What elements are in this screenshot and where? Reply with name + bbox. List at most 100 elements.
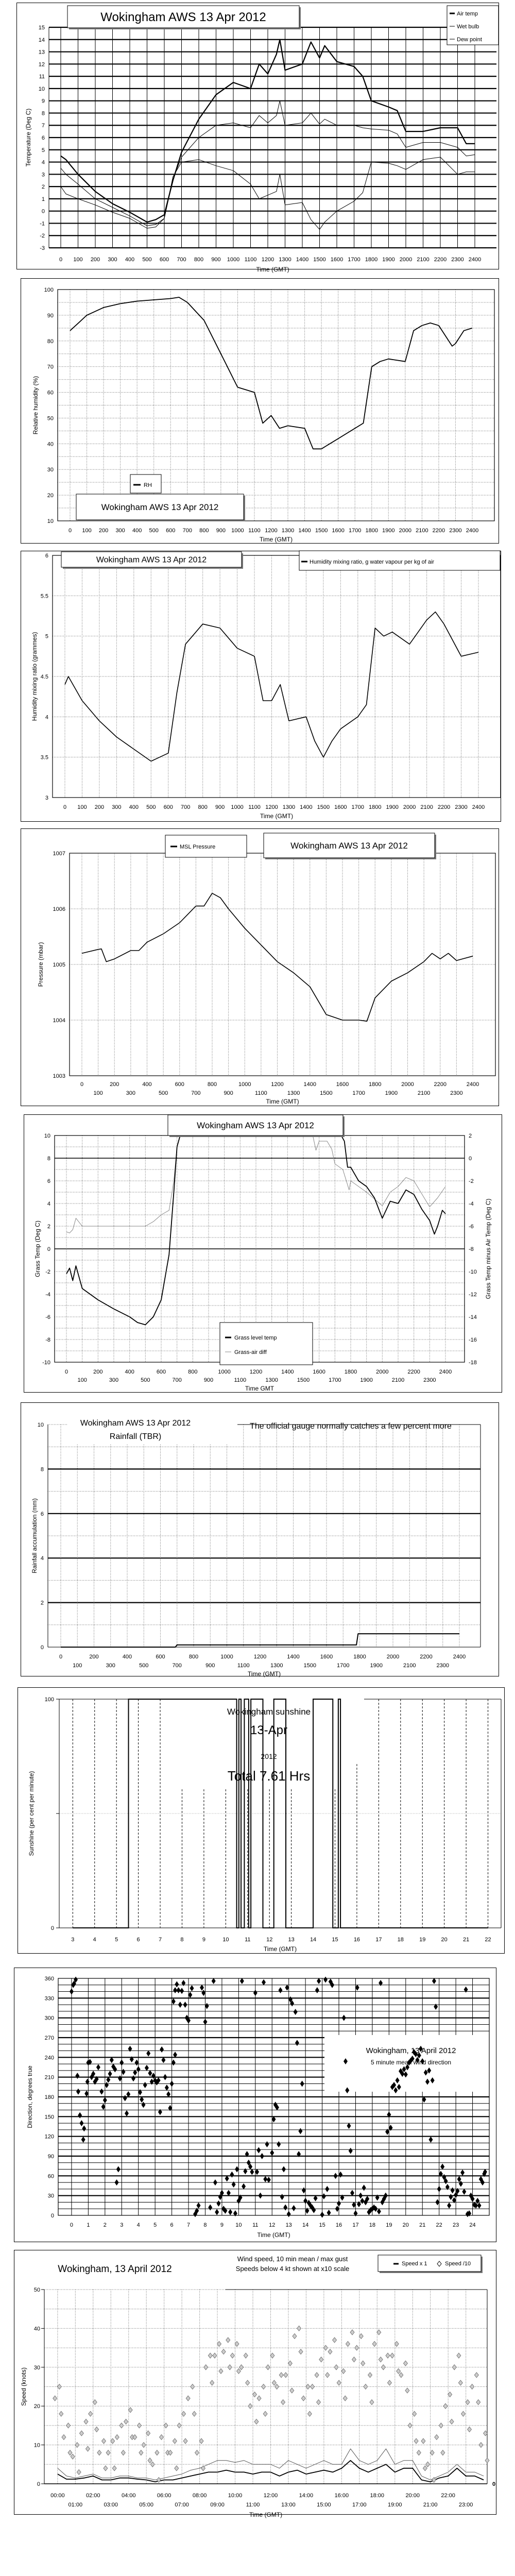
y-tick-label: 12 bbox=[39, 61, 45, 67]
x-tick-label: 16:00 bbox=[335, 2493, 349, 2499]
y-tick-label: 2 bbox=[469, 1133, 472, 1139]
data-point bbox=[403, 2360, 408, 2366]
title-backdrop bbox=[67, 1413, 237, 1444]
x-tick-label: 200 bbox=[89, 1654, 98, 1660]
data-point bbox=[472, 2201, 476, 2208]
data-point bbox=[320, 2211, 324, 2218]
x-tick-label: 09:00 bbox=[210, 2502, 225, 2508]
data-point bbox=[478, 2442, 484, 2448]
y-tick-label: 0 bbox=[47, 1246, 50, 1252]
data-point bbox=[119, 2422, 124, 2429]
x-tick-label: 15 bbox=[332, 1937, 338, 1943]
x-tick-label: 400 bbox=[142, 1081, 151, 1088]
data-point bbox=[321, 2193, 326, 2199]
y-tick-label: 4 bbox=[41, 1555, 44, 1562]
x-tick-label: 9 bbox=[202, 1937, 205, 1943]
data-point bbox=[226, 2337, 231, 2343]
data-point bbox=[61, 2434, 66, 2441]
data-point bbox=[395, 2077, 400, 2084]
data-point bbox=[458, 2380, 463, 2386]
x-tick-label: 1300 bbox=[265, 1377, 278, 1383]
data-point bbox=[234, 2341, 239, 2347]
data-point bbox=[347, 2123, 351, 2129]
y-tick-label: 20 bbox=[47, 493, 54, 499]
y-tick-label: 50 bbox=[47, 415, 54, 421]
y-tick-label: -14 bbox=[469, 1314, 477, 1320]
data-point bbox=[243, 2168, 248, 2175]
data-point bbox=[230, 2171, 234, 2178]
data-point bbox=[260, 2153, 264, 2159]
data-point bbox=[263, 2176, 268, 2182]
x-tick-label: 700 bbox=[172, 1377, 181, 1383]
chart-title: Wokingham AWS 13 Apr 2012 bbox=[101, 502, 219, 512]
y-tick-label: 13 bbox=[39, 49, 45, 56]
y-tick-label: 6 bbox=[47, 1178, 50, 1184]
data-point bbox=[124, 2418, 129, 2425]
data-point bbox=[381, 2364, 386, 2370]
x-tick-label: 24 bbox=[469, 2222, 475, 2228]
data-point bbox=[121, 2450, 126, 2456]
data-point bbox=[380, 2199, 385, 2206]
y-tick-label: 6 bbox=[45, 553, 48, 559]
data-point bbox=[131, 2075, 135, 2082]
data-point bbox=[393, 2087, 398, 2094]
data-point bbox=[303, 2197, 308, 2204]
x-tick-label: 1400 bbox=[304, 1081, 316, 1088]
data-point bbox=[245, 2151, 249, 2158]
y-axis-label-right: Grass Temp minus Air Temp (Deg C) bbox=[485, 1199, 492, 1299]
y-tick-label: 300 bbox=[45, 2015, 54, 2022]
y-tick-label: 4.5 bbox=[41, 674, 48, 680]
data-point bbox=[217, 2341, 222, 2347]
data-point bbox=[66, 2422, 71, 2429]
data-point bbox=[279, 2372, 284, 2378]
y-tick-label: 60 bbox=[47, 390, 54, 396]
x-tick-label: 11:00 bbox=[246, 2502, 260, 2508]
chart-title: Wokingham AWS 13 Apr 2012 bbox=[197, 1121, 314, 1130]
x-tick-label: 600 bbox=[156, 1654, 165, 1660]
y-tick-label: 80 bbox=[47, 338, 54, 345]
data-point bbox=[106, 2450, 111, 2456]
data-point bbox=[53, 2395, 58, 2401]
data-point bbox=[412, 2411, 417, 2417]
data-point bbox=[248, 2163, 253, 2170]
x-tick-label: 2200 bbox=[438, 804, 450, 810]
x-tick-label: 1800 bbox=[366, 528, 378, 534]
y-tick-label: 150 bbox=[45, 2114, 54, 2120]
data-point bbox=[405, 2064, 410, 2071]
legend-box bbox=[219, 1322, 313, 1365]
data-point bbox=[196, 2202, 201, 2209]
data-point bbox=[270, 2149, 274, 2156]
data-point bbox=[317, 1978, 321, 1985]
data-point bbox=[310, 2383, 315, 2390]
series-group bbox=[66, 1136, 446, 1326]
x-tick-label: 100 bbox=[82, 528, 91, 534]
data-point bbox=[159, 2434, 164, 2441]
x-tick-label: 21 bbox=[463, 1937, 469, 1943]
x-tick-label: 10:00 bbox=[228, 2493, 243, 2499]
y-tick-label: 3 bbox=[45, 795, 48, 801]
data-point bbox=[255, 2168, 260, 2175]
data-point bbox=[344, 2058, 348, 2064]
x-tick-label: 800 bbox=[198, 804, 207, 810]
data-point bbox=[467, 2210, 472, 2217]
data-point bbox=[280, 2194, 284, 2200]
x-tick-label: 2100 bbox=[418, 1090, 430, 1096]
x-tick-label: 2000 bbox=[387, 1654, 399, 1660]
x-tick-label: 400 bbox=[129, 804, 139, 810]
x-tick-label: 4 bbox=[93, 1937, 96, 1943]
data-point bbox=[399, 2372, 404, 2378]
x-tick-label: 6 bbox=[170, 2222, 174, 2228]
x-tick-label: 06:00 bbox=[157, 2493, 171, 2499]
y-tick-label: 40 bbox=[34, 2326, 40, 2332]
series-grass-air-diff bbox=[66, 1136, 446, 1233]
x-tick-label: 10 bbox=[235, 2222, 242, 2228]
x-tick-label: 5 bbox=[115, 1937, 118, 1943]
data-point bbox=[355, 1984, 359, 1991]
data-point bbox=[328, 1978, 333, 1985]
data-point bbox=[295, 2040, 299, 2046]
data-point bbox=[216, 2200, 221, 2207]
x-axis-label: Time GMT bbox=[245, 1385, 274, 1392]
y-tick-label: 90 bbox=[48, 2154, 54, 2160]
temperature-chart: -3 -2 -1 0 1 2 3 4 5 6 7 8 9 10 11 12 13 14 15 0 100 200 300 40… bbox=[16, 3, 499, 273]
